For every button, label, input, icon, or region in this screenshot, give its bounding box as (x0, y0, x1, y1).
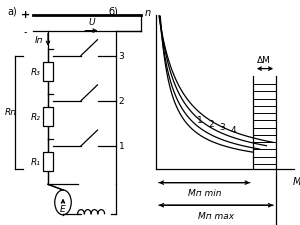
Text: M: M (292, 176, 300, 186)
Text: ΔM: ΔM (257, 56, 271, 65)
Text: R₂: R₂ (31, 112, 40, 122)
Text: a): a) (8, 7, 17, 17)
Bar (43, 153, 53, 171)
Text: Mп max: Mп max (198, 211, 234, 220)
Text: 3: 3 (219, 123, 225, 132)
Text: R₁: R₁ (31, 158, 40, 166)
Text: 1: 1 (197, 115, 203, 124)
Text: 2: 2 (208, 120, 214, 129)
Text: 3: 3 (118, 52, 124, 61)
Text: 2: 2 (118, 97, 124, 106)
Text: n: n (144, 8, 151, 18)
Text: Iп: Iп (34, 36, 43, 45)
Text: 4: 4 (230, 126, 236, 135)
Text: б): б) (108, 7, 118, 17)
Text: R₃: R₃ (31, 68, 40, 76)
Text: E: E (60, 204, 66, 213)
Text: 1: 1 (118, 142, 124, 151)
Text: -: - (24, 27, 27, 36)
Text: Mп min: Mп min (188, 189, 221, 197)
Text: U: U (88, 18, 95, 27)
Text: +: + (21, 10, 30, 20)
Bar (43, 63, 53, 81)
Bar (43, 108, 53, 126)
Text: Rп: Rп (4, 108, 16, 117)
